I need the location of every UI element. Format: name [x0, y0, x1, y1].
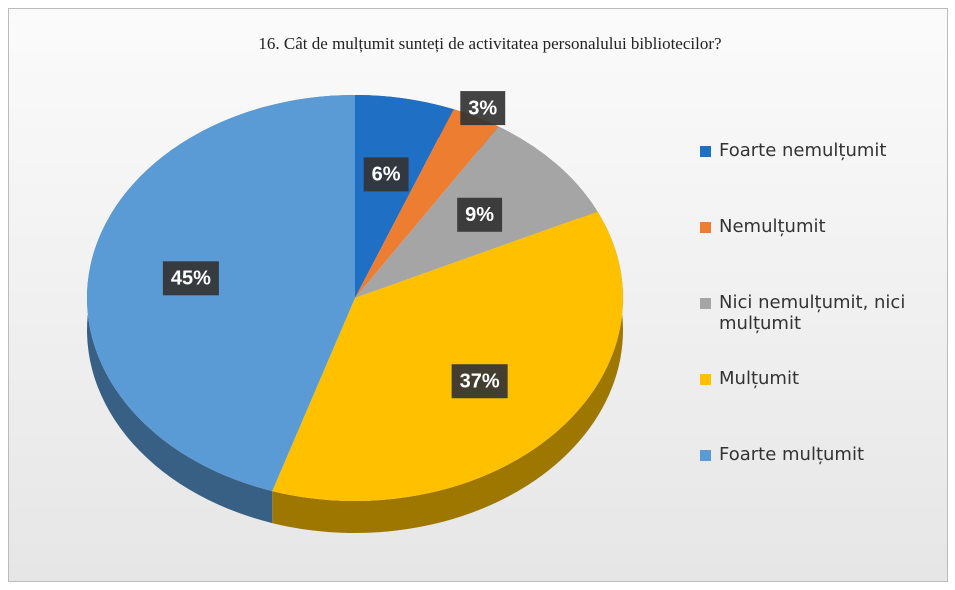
data-label: 37%	[451, 364, 508, 399]
data-label-box	[451, 364, 508, 399]
data-label: 9%	[457, 197, 503, 232]
legend: Foarte nemulțumit Nemulțumit Nici nemulțum…	[700, 140, 930, 520]
data-label-text: 9%	[465, 204, 494, 226]
chart-title: 16. Cât de mulțumit sunteți de activitat…	[258, 34, 721, 53]
legend-label: Mulțumit	[719, 368, 799, 389]
legend-label: Foarte nemulțumit	[719, 140, 887, 161]
legend-item: Nici nemulțumit, nici mulțumit	[700, 292, 930, 368]
slice	[355, 95, 454, 298]
legend-swatch	[700, 146, 711, 157]
legend-item: Mulțumit	[700, 368, 930, 444]
legend-item: Foarte mulțumit	[700, 444, 930, 520]
legend-label: Foarte mulțumit	[719, 444, 865, 465]
legend-swatch	[700, 374, 711, 385]
legend-label: Nemulțumit	[719, 216, 826, 237]
slice-side	[272, 211, 624, 533]
slice	[272, 211, 624, 502]
data-label: 3%	[460, 91, 506, 126]
data-label-box	[460, 91, 506, 126]
legend-swatch	[700, 222, 711, 233]
legend-item: Nemulțumit	[700, 216, 930, 292]
legend-swatch	[700, 450, 711, 461]
data-label-text: 3%	[468, 97, 497, 119]
data-label-text: 6%	[372, 164, 401, 186]
data-label-box	[162, 261, 219, 296]
data-label-box	[363, 157, 409, 192]
data-label: 45%	[162, 261, 219, 296]
legend-label: Nici nemulțumit, nici mulțumit	[719, 292, 906, 334]
data-label-box	[457, 197, 503, 232]
slice	[86, 95, 356, 492]
legend-swatch	[700, 298, 711, 309]
slice	[355, 109, 499, 298]
data-label-text: 45%	[171, 268, 211, 290]
data-label-text: 37%	[460, 371, 500, 393]
legend-item: Foarte nemulțumit	[700, 140, 930, 216]
data-label: 6%	[363, 157, 409, 192]
